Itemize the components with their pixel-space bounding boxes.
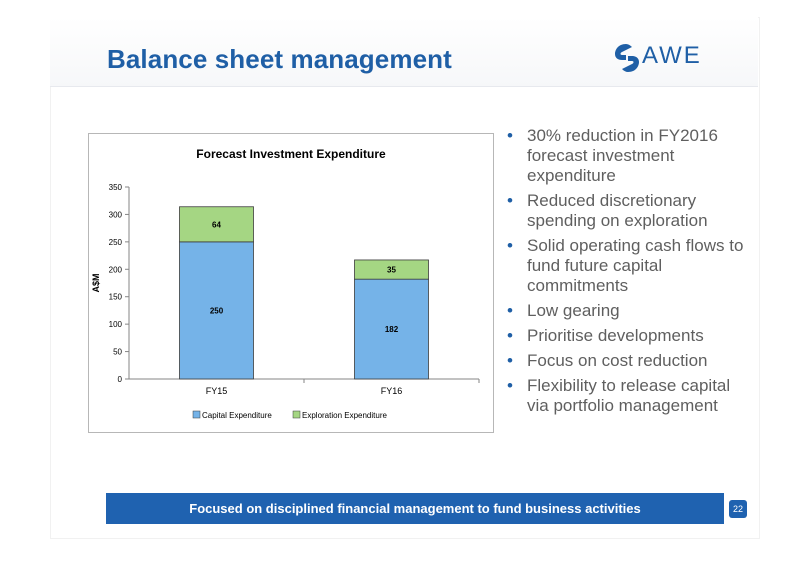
bar-segment [179, 241, 254, 380]
bullet-text: Flexibility to release capital via portf… [527, 376, 731, 415]
bullet-item: • Focus on cost reduction [507, 351, 747, 371]
y-tick-label: 50 [113, 348, 122, 357]
y-tick-label: 150 [109, 293, 123, 302]
legend-swatch [292, 410, 301, 419]
legend-label: Exploration Expenditure [302, 411, 387, 420]
bullet-text: Low gearing [527, 301, 620, 320]
header-band [50, 17, 758, 87]
bullet-text: Solid operating cash flows to fund futur… [527, 236, 744, 295]
bullet-dot-icon: • [507, 236, 513, 255]
legend-label: Capital Expenditure [202, 411, 272, 420]
page-title: Balance sheet management [107, 44, 452, 74]
footer-text: Focused on disciplined financial managem… [189, 501, 641, 516]
bullet-item: • Low gearing [507, 301, 747, 321]
data-label: 35 [387, 266, 396, 275]
bullet-item: • 30% reduction in FY2016 forecast invest… [507, 126, 747, 186]
bullet-text: 30% reduction in FY2016 forecast investm… [527, 126, 718, 185]
bullet-item: • Solid operating cash flows to fund futu… [507, 236, 747, 296]
title-divider [50, 86, 758, 87]
bar-segment [179, 206, 254, 243]
data-label: 64 [212, 220, 221, 229]
data-label: 182 [385, 325, 399, 334]
bullet-dot-icon: • [507, 326, 513, 345]
x-tick-label: FY15 [206, 386, 228, 396]
bullet-dot-icon: • [507, 191, 513, 210]
y-tick-label: 0 [118, 375, 123, 384]
y-tick-label: 350 [109, 183, 123, 192]
stacked-bar-chart: Forecast Investment Expenditure A$M 0 50 100… [91, 147, 480, 420]
bullet-dot-icon: • [507, 351, 513, 370]
bullet-item: • Reduced discretionary spending on explo… [507, 191, 747, 231]
logo-text: AWE [642, 42, 702, 69]
y-tick-label: 300 [109, 210, 123, 219]
bullet-text: Focus on cost reduction [527, 351, 708, 370]
bullet-dot-icon: • [507, 301, 513, 320]
data-label: 250 [210, 306, 224, 315]
bullet-item: • Flexibility to release capital via port… [507, 376, 747, 416]
y-tick-label: 100 [109, 320, 123, 329]
bullet-dot-icon: • [507, 376, 513, 395]
bullet-text: Reduced discretionary spending on explor… [527, 191, 708, 230]
page-number: 22 [729, 500, 747, 518]
y-axis-label: A$M [91, 273, 101, 292]
bullet-text: Prioritise developments [527, 326, 704, 345]
y-tick-label: 200 [109, 265, 123, 274]
chart-container: Forecast Investment Expenditure A$M 0 50 100… [88, 133, 494, 433]
bar-segment [354, 259, 429, 280]
footer-bar [106, 493, 724, 524]
bullet-dot-icon: • [507, 126, 513, 145]
awe-logo-icon [615, 44, 639, 72]
y-tick-label: 250 [109, 238, 123, 247]
legend-swatch [192, 410, 201, 419]
chart-title: Forecast Investment Expenditure [196, 147, 386, 161]
x-tick-label: FY16 [381, 386, 403, 396]
bullet-item: • Prioritise developments [507, 326, 747, 346]
bar-segment [354, 278, 429, 380]
bullet-list: • 30% reduction in FY2016 forecast invest… [507, 126, 747, 421]
